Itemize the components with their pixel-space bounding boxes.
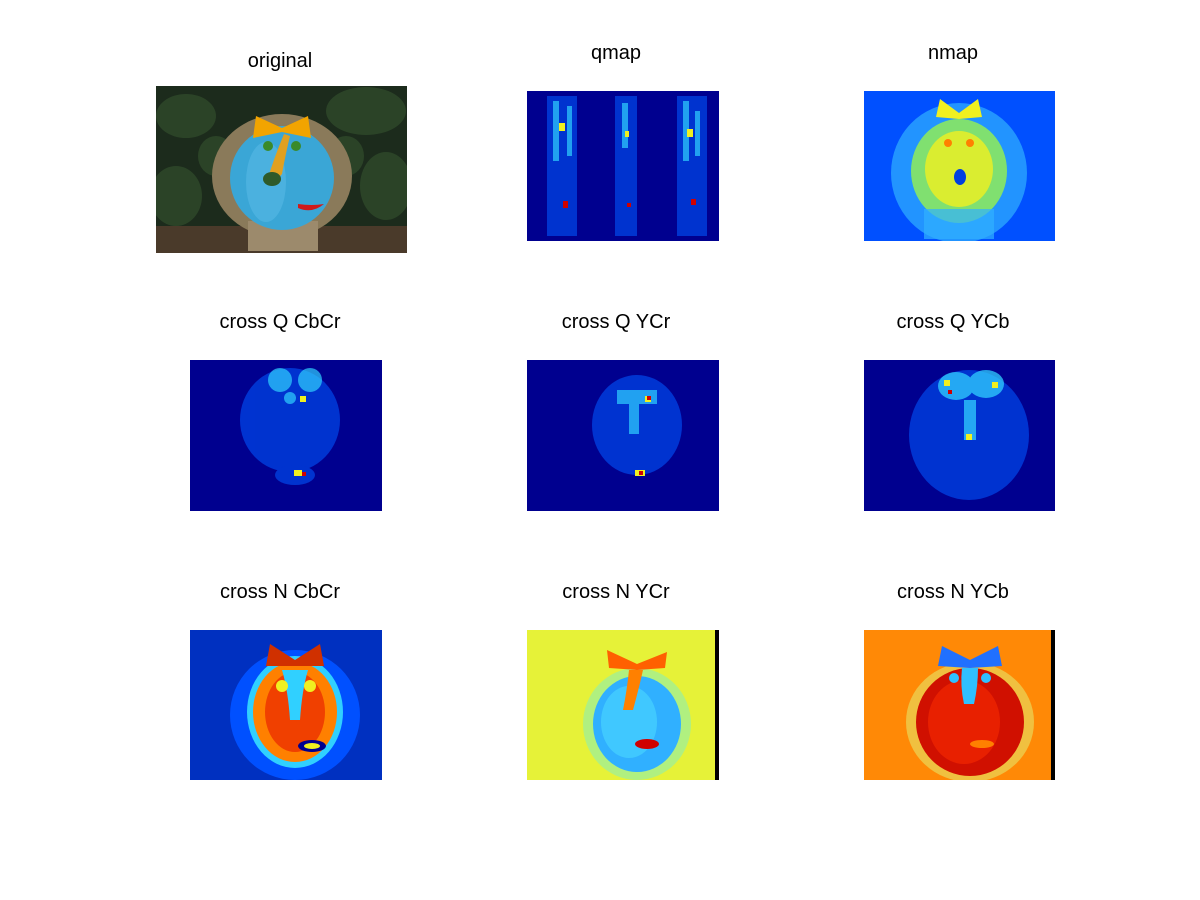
heatmap-cross-n-ycb-image bbox=[864, 630, 1055, 780]
heatmap-cross-n-cbcr bbox=[190, 630, 382, 780]
heatmap-nmap-image bbox=[864, 91, 1055, 241]
heatmap-nmap bbox=[864, 91, 1055, 241]
heatmap-qmap bbox=[527, 91, 719, 241]
heatmap-cross-q-ycb bbox=[864, 360, 1055, 511]
heatmap-cross-n-cbcr-image bbox=[190, 630, 382, 780]
heatmap-cross-q-ycr bbox=[527, 360, 719, 511]
heatmap-cross-n-ycr bbox=[527, 630, 719, 780]
subplot-title-qmap: qmap bbox=[590, 42, 642, 64]
subplot-title-cross-q-ycr: cross Q YCr bbox=[561, 311, 671, 333]
photo-original bbox=[156, 86, 407, 253]
heatmap-qmap-image bbox=[527, 91, 719, 241]
heatmap-cross-q-cbcr-image bbox=[190, 360, 382, 511]
subplot-title-cross-n-cbcr: cross N CbCr bbox=[219, 581, 340, 603]
subplot-title-cross-n-ycr: cross N YCr bbox=[562, 581, 670, 603]
subplot-title-original: original bbox=[247, 50, 313, 72]
pumpkin-photo bbox=[156, 86, 407, 253]
heatmap-cross-q-ycb-image bbox=[864, 360, 1055, 511]
heatmap-cross-q-cbcr bbox=[190, 360, 382, 511]
heatmap-cross-q-ycr-image bbox=[527, 360, 719, 511]
subplot-title-cross-q-cbcr: cross Q CbCr bbox=[219, 311, 341, 333]
subplot-title-nmap: nmap bbox=[927, 42, 979, 64]
subplot-title-cross-q-ycb: cross Q YCb bbox=[896, 311, 1010, 333]
heatmap-cross-n-ycb bbox=[864, 630, 1055, 780]
heatmap-cross-n-ycr-image bbox=[527, 630, 719, 780]
subplot-title-cross-n-ycb: cross N YCb bbox=[897, 581, 1009, 603]
